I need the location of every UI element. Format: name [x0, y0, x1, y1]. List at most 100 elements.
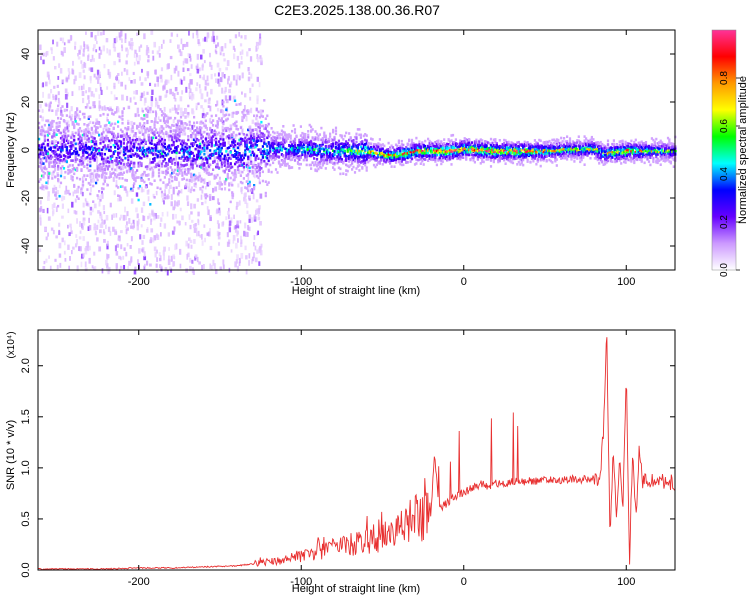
spectrogram-cell [71, 152, 74, 155]
spectrogram-cell [213, 133, 216, 136]
spectrogram-cell [295, 154, 298, 158]
spectrogram-cell [128, 167, 131, 171]
spectrogram-cell [441, 160, 444, 163]
spectrogram-cell [185, 150, 188, 154]
spectrogram-cell [217, 151, 221, 154]
spectrogram-cell [334, 141, 338, 145]
spectrogram-cell [387, 160, 390, 163]
spectrogram-cell [193, 224, 196, 229]
spectrogram-marks [38, 30, 677, 276]
spectrogram-cell [105, 147, 108, 151]
spectrogram-cell [62, 134, 66, 137]
spectrogram-cell [42, 52, 45, 57]
spectrogram-cell [266, 136, 269, 140]
spectrogram-cell [78, 236, 82, 240]
spectrogram-cell [150, 30, 154, 35]
spectrogram-cell [145, 49, 149, 56]
spectrogram-cell [41, 130, 43, 137]
spectrogram-cell [147, 133, 150, 137]
spectrogram-cell [65, 147, 68, 150]
spectrogram-cell [234, 170, 237, 174]
spectrogram-cell [102, 229, 105, 234]
spectrogram-cell [107, 266, 110, 271]
spectrogram-cell [239, 257, 241, 264]
spectrogram-cell [108, 160, 111, 164]
spectrogram-cell [245, 255, 248, 260]
spectrogram-cell [76, 122, 79, 126]
spectrogram-cell [273, 142, 276, 146]
spectrogram-cell [253, 161, 256, 167]
spectrogram-cell [387, 153, 390, 156]
spectrogram-cell [118, 32, 121, 38]
spectrogram-cell [42, 127, 45, 132]
spectrogram-cell [59, 159, 63, 162]
spectrogram-cell [133, 178, 136, 181]
spectrogram-cell [163, 151, 166, 155]
spectrogram-cell [362, 151, 365, 155]
spectrogram-cell [103, 175, 107, 181]
spectrogram-cell [342, 161, 345, 165]
spectrogram-cell [102, 205, 106, 211]
spectrogram-cell [210, 144, 213, 148]
spectrogram-cell [153, 159, 156, 162]
spectrogram-cell [194, 133, 197, 137]
spectrogram-cell [212, 187, 215, 191]
spectrogram-cell [213, 150, 216, 154]
spectrogram-cell [421, 151, 424, 155]
spectrogram-cell [86, 166, 89, 170]
spectrogram-cell [323, 140, 326, 144]
spectrogram-cell [102, 168, 105, 171]
spectrogram-cell [194, 177, 197, 181]
spectrogram-cell [397, 154, 400, 158]
spectrogram-cell [106, 130, 109, 134]
spectrogram-cell [45, 152, 48, 156]
spectrogram-cell [162, 134, 166, 141]
spectrogram-cell [133, 146, 136, 149]
spectrogram-cell [339, 160, 342, 163]
spectrogram-cell [215, 114, 218, 117]
spectrogram-cell [180, 125, 182, 129]
spectrogram-cell [235, 153, 238, 157]
spectrogram-cell [330, 145, 333, 149]
spectrogram-cell [135, 90, 138, 95]
spectrogram-cell [131, 170, 134, 174]
spectrogram-cell [298, 146, 301, 150]
spectrogram-cell [51, 150, 54, 153]
spectrogram-cell [195, 30, 199, 36]
spectrogram-cell [38, 144, 41, 147]
spectrogram-cell [45, 51, 49, 56]
spectrogram-cell [358, 143, 361, 146]
spectrogram-cell [106, 243, 109, 250]
spectrogram-cell [73, 125, 76, 128]
spectrogram-cell [43, 167, 46, 170]
spectrogram-cell [447, 138, 450, 141]
spectrogram-cell [276, 150, 279, 154]
spectrogram-cell [198, 165, 202, 168]
spectrogram-cell [201, 163, 204, 166]
spectrogram-cell [188, 83, 191, 89]
spectrogram-cell [48, 147, 51, 151]
spectrogram-cell [105, 161, 108, 164]
spectrogram-cell [152, 110, 155, 114]
spectrogram-cell [378, 148, 381, 151]
spectrogram-cell [374, 147, 377, 151]
spectrogram-cell [413, 163, 417, 166]
spectrogram-cell [248, 184, 251, 188]
spectrogram-cell [209, 149, 212, 152]
spectrogram-cell [147, 73, 149, 79]
spectrogram-cell [250, 153, 253, 157]
spectrogram-cell [233, 173, 236, 180]
spectrogram-cell [166, 183, 169, 186]
spectrogram-cell [233, 95, 236, 102]
spectrogram-cell [371, 152, 374, 155]
spectrogram-cell [45, 159, 48, 163]
spectrogram-cell [176, 119, 180, 123]
spectrogram-cell [359, 152, 362, 156]
spectrogram-cell [403, 150, 406, 153]
spectrogram-cell [201, 146, 204, 150]
spectrogram-cell [234, 149, 237, 153]
spectrogram-cell [396, 157, 399, 160]
spectrogram-cell [94, 230, 98, 236]
spectrogram-cell [199, 88, 202, 94]
spectrogram-cell [180, 112, 183, 116]
